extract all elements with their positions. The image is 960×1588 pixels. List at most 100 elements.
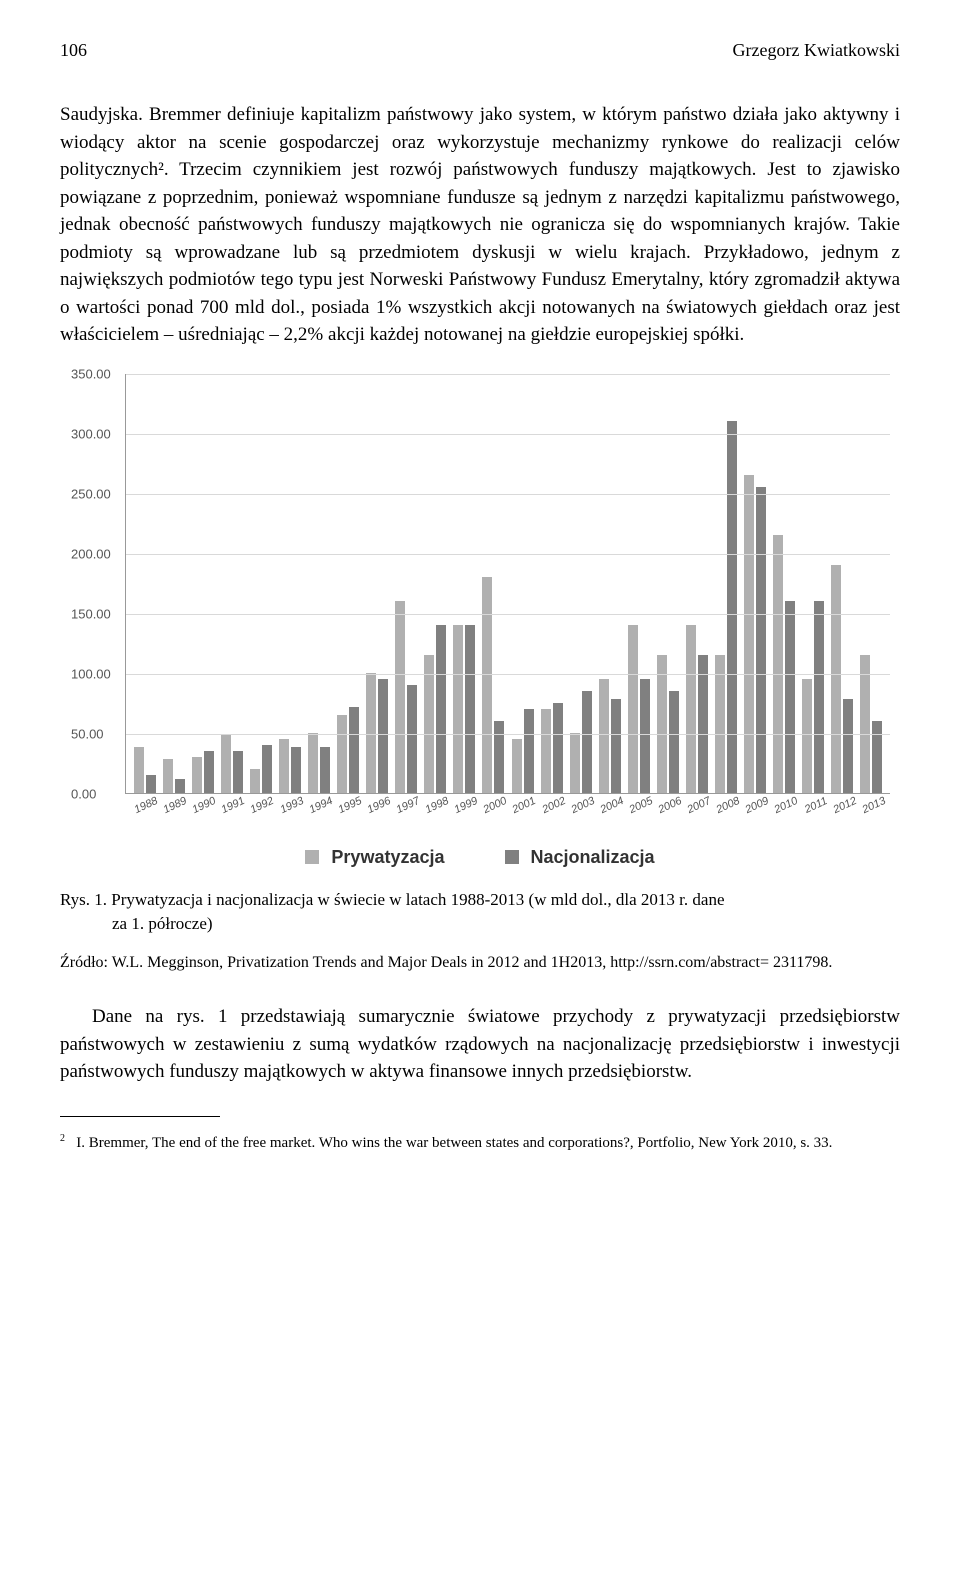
x-tick-label: 2002 [538,794,569,817]
bar [843,699,853,793]
year-group [682,625,711,793]
x-tick-label: 1994 [305,794,336,817]
year-group [450,625,479,793]
bar [524,709,534,793]
x-tick-label: 1996 [363,794,394,817]
legend-swatch-icon [305,850,319,864]
header-author: Grzegorz Kwiatkowski [733,40,900,61]
bar [320,747,330,793]
year-group [770,535,799,793]
bar [657,655,667,793]
bar [366,673,376,793]
bar [163,759,173,793]
x-tick-label: 2004 [596,794,627,817]
bar [482,577,492,793]
footnote-2: 2 I. Bremmer, The end of the free market… [60,1132,900,1153]
x-tick-label: 1991 [218,794,249,817]
bar [407,685,417,793]
bar [744,475,754,793]
y-tick-label: 50.00 [71,726,104,741]
bar [669,691,679,793]
bar [611,699,621,793]
x-tick-label: 1999 [451,794,482,817]
footnote-marker: 2 [60,1133,65,1144]
chart-legend: Prywatyzacja Nacjonalizacja [70,847,890,868]
bar [424,655,434,793]
bar [872,721,882,793]
x-tick-label: 2012 [829,794,860,817]
bar [233,751,243,793]
bar [192,757,202,793]
x-tick-label: 2000 [480,794,511,817]
legend-item-privatization: Prywatyzacja [305,847,444,868]
bar [698,655,708,793]
bar [308,733,318,793]
year-group [741,475,770,793]
x-tick-label: 1995 [334,794,365,817]
legend-item-nationalization: Nacjonalizacja [505,847,655,868]
bar [773,535,783,793]
x-tick-label: 2013 [858,794,889,817]
caption-label: Rys. 1. [60,890,107,909]
x-tick-label: 1988 [130,794,161,817]
x-tick-label: 2007 [683,794,714,817]
figure-caption: Rys. 1. Prywatyzacja i nacjonalizacja w … [60,888,900,936]
bar [146,775,156,793]
bar [378,679,388,793]
bar [395,601,405,793]
bar [628,625,638,793]
bar [860,655,870,793]
bar [686,625,696,793]
bars-area [126,374,890,793]
x-tick-label: 2009 [742,794,773,817]
year-group [363,673,392,793]
bar [582,691,592,793]
figure-source: Źródło: W.L. Megginson, Privatization Tr… [60,952,900,974]
x-tick-label: 2008 [713,794,744,817]
bar [512,739,522,793]
bar [831,565,841,793]
year-group [857,655,886,793]
bar [337,715,347,793]
bar [453,625,463,793]
bar [465,625,475,793]
page-number: 106 [60,40,87,61]
x-tick-label: 2005 [625,794,656,817]
x-tick-label: 2001 [509,794,540,817]
year-group [595,679,624,793]
x-tick-label: 1998 [421,794,452,817]
bar [250,769,260,793]
year-group [624,625,653,793]
year-group [217,735,246,793]
bar [175,779,185,793]
bar [727,421,737,793]
bar [715,655,725,793]
y-tick-label: 200.00 [71,546,111,561]
footnote-separator [60,1116,220,1117]
caption-text-2: za 1. półrocze) [60,912,900,936]
bar [814,601,824,793]
x-tick-label: 2011 [800,794,831,817]
legend-label: Prywatyzacja [331,847,444,868]
y-tick-label: 150.00 [71,606,111,621]
figure-1: 0.0050.00100.00150.00200.00250.00300.003… [70,374,890,868]
legend-label: Nacjonalizacja [531,847,655,868]
bar [436,625,446,793]
year-group [537,703,566,793]
bar [279,739,289,793]
footnote-text: I. Bremmer, The end of the free market. … [76,1135,832,1151]
bar [802,679,812,793]
bar-chart: 0.0050.00100.00150.00200.00250.00300.003… [125,374,890,794]
bar [134,747,144,793]
bar [221,735,231,793]
paragraph-after-figure: Dane na rys. 1 przedstawiają sumarycznie… [60,1003,900,1086]
year-group [479,577,508,793]
year-group [246,745,275,793]
source-label: Źródło: [60,954,108,971]
source-text: W.L. Megginson, Privatization Trends and… [112,954,833,971]
bar [640,679,650,793]
x-tick-label: 2003 [567,794,598,817]
x-tick-label: 1989 [159,794,190,817]
y-tick-label: 300.00 [71,426,111,441]
year-group [508,709,537,793]
